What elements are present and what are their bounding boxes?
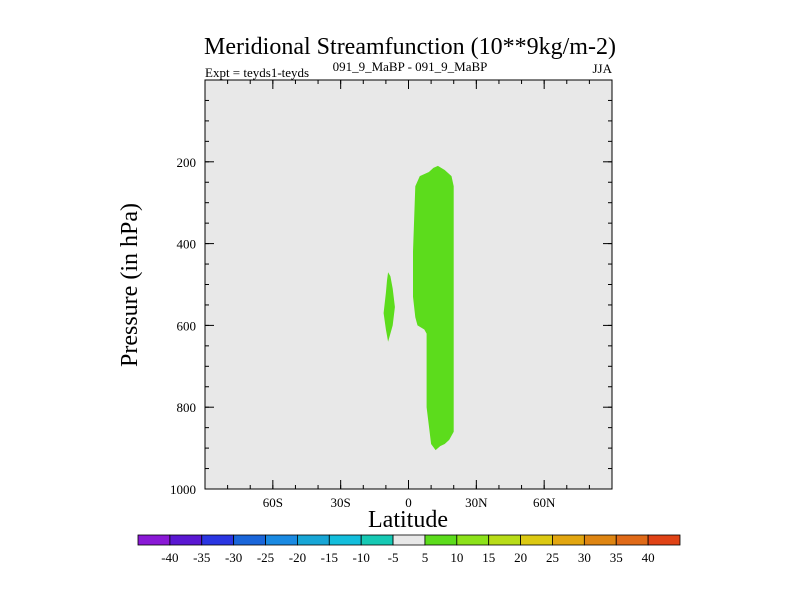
colorbar-box	[647, 534, 681, 546]
colorbar-label: 5	[422, 550, 429, 565]
colorbar-label: 25	[546, 550, 559, 565]
x-tick-label: 30S	[331, 495, 351, 510]
contour-region-main-positive-cell	[413, 165, 454, 489]
contour-regions	[383, 165, 454, 489]
subtitle-left: Expt = teyds1-teyds	[205, 65, 309, 80]
colorbar-box	[456, 534, 490, 546]
y-tick-label: 400	[177, 237, 197, 252]
colorbar-label: 30	[578, 550, 591, 565]
colorbar-box	[137, 534, 171, 546]
colorbar-box	[488, 534, 521, 546]
y-tick-label: 600	[177, 318, 197, 333]
plot-background	[205, 80, 612, 489]
colorbar-box	[583, 534, 617, 546]
colorbar-label: -25	[257, 550, 274, 565]
y-tick-label: 1000	[170, 482, 196, 497]
colorbar-label: 40	[642, 550, 655, 565]
colorbar-box	[424, 534, 458, 546]
x-axis-label: Latitude	[368, 507, 448, 533]
colorbar-label: 10	[450, 550, 463, 565]
colorbar-label: 15	[482, 550, 495, 565]
y-tick-label: 800	[177, 400, 197, 415]
subtitle-center: 091_9_MaBP - 091_9_MaBP	[333, 59, 488, 74]
colorbar-label: 35	[610, 550, 623, 565]
colorbar-box	[360, 534, 394, 546]
axis-ticks: 60S 30S 0 30N 60N 200 400 600 800 1000	[170, 80, 612, 510]
subtitle-right: JJA	[592, 61, 612, 76]
colorbar-box	[297, 534, 330, 546]
colorbar-label: -30	[225, 550, 242, 565]
colorbar-label: -20	[289, 550, 306, 565]
colorbar-label: -40	[161, 550, 178, 565]
colorbar-label: -35	[193, 550, 210, 565]
colorbar: -40 -35 -30 -25 -20 -15 -10 -5 5 10 15 20 25 30 35 40	[137, 534, 681, 565]
colorbar-box	[520, 534, 553, 546]
x-tick-label: 60S	[263, 495, 283, 510]
colorbar-label: -10	[353, 550, 370, 565]
colorbar-box	[328, 534, 362, 546]
colorbar-box	[392, 534, 426, 546]
chart-title: Meridional Streamfunction (10**9kg/m-2)	[204, 34, 616, 60]
colorbar-box	[552, 534, 585, 546]
x-tick-label: 0	[405, 495, 412, 510]
colorbar-label: -15	[321, 550, 338, 565]
colorbar-box	[201, 534, 235, 546]
y-tick-label: 200	[177, 155, 197, 170]
colorbar-box	[615, 534, 649, 546]
y-axis-label: Pressure (in hPa)	[117, 203, 143, 367]
x-tick-label: 60N	[533, 495, 556, 510]
colorbar-label: 20	[514, 550, 527, 565]
contour-region-small-positive-cell	[383, 272, 395, 342]
x-tick-label: 30N	[465, 495, 488, 510]
colorbar-label: -5	[388, 550, 399, 565]
colorbar-box	[233, 534, 266, 546]
colorbar-box	[265, 534, 298, 546]
colorbar-box	[169, 534, 203, 546]
